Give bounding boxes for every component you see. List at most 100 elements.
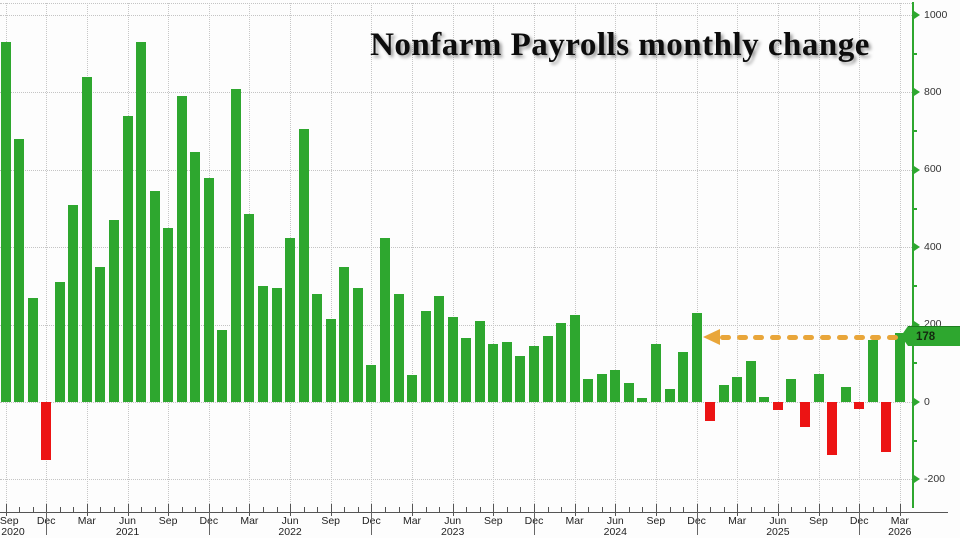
- plot-top-border: [0, 3, 912, 4]
- y-tick-arrow-icon: [914, 243, 920, 252]
- bar: [813, 374, 824, 402]
- x-tick: [303, 507, 305, 512]
- bar: [678, 351, 688, 402]
- bar: [257, 285, 268, 402]
- y-minor-tick: [913, 52, 917, 55]
- trend-arrow: [720, 334, 898, 340]
- hgrid-line: [0, 479, 912, 481]
- year-label: 2021: [115, 526, 140, 538]
- year-separator-line: [859, 512, 861, 535]
- x-tick: [628, 507, 630, 512]
- flag-notch-icon: [901, 326, 908, 346]
- hgrid-line: [0, 169, 912, 171]
- bar: [664, 388, 675, 402]
- x-quarter-tick: [655, 504, 657, 516]
- vgrid-line: [655, 3, 657, 512]
- month-label: Sep: [158, 515, 178, 527]
- arrow-head-icon: [703, 329, 720, 345]
- x-tick: [845, 507, 847, 512]
- x-tick: [59, 507, 61, 512]
- x-tick: [764, 507, 766, 512]
- bar: [407, 374, 417, 402]
- x-tick: [601, 507, 603, 512]
- bar: [285, 237, 296, 402]
- bar: [827, 402, 838, 456]
- y-tick-arrow-icon: [914, 165, 920, 174]
- x-quarter-tick: [371, 504, 373, 516]
- x-tick: [886, 507, 888, 512]
- x-tick: [805, 507, 806, 512]
- x-tick: [276, 507, 278, 512]
- bar: [691, 313, 702, 402]
- x-tick: [73, 507, 75, 512]
- vgrid-line: [330, 3, 332, 512]
- bar: [745, 361, 756, 402]
- year-label: 2025: [766, 526, 790, 538]
- x-quarter-tick: [452, 504, 454, 516]
- bar: [650, 343, 661, 402]
- bar: [393, 293, 404, 402]
- x-tick: [547, 507, 549, 512]
- x-tick: [19, 507, 21, 512]
- bar: [474, 320, 485, 402]
- bar: [203, 177, 214, 402]
- bar: [190, 152, 201, 402]
- x-tick: [113, 507, 115, 512]
- bar: [786, 378, 797, 402]
- bar: [81, 76, 92, 402]
- month-label: Sep: [0, 515, 19, 527]
- bar: [352, 287, 363, 402]
- arrow-dash: [803, 334, 815, 340]
- vgrid-line: [818, 3, 820, 512]
- y-minor-tick: [913, 362, 917, 365]
- vgrid-line: [452, 3, 454, 512]
- bar: [610, 369, 621, 402]
- bar: [867, 340, 878, 402]
- vgrid-line: [696, 3, 698, 512]
- bar: [515, 355, 526, 402]
- bar: [556, 322, 567, 402]
- bar: [68, 204, 79, 402]
- vgrid-line: [859, 3, 861, 512]
- y-minor-tick: [913, 130, 917, 133]
- bar: [163, 227, 174, 402]
- arrow-dash: [720, 334, 731, 340]
- bar: [718, 384, 729, 402]
- year-label: 2020: [1, 526, 25, 538]
- hgrid-line: [0, 402, 912, 403]
- bar: [0, 42, 11, 402]
- month-label: Mar: [728, 515, 747, 527]
- y-tick-label: 0: [924, 395, 930, 408]
- month-label: Sep: [321, 515, 341, 527]
- x-tick: [141, 507, 142, 512]
- bar: [447, 316, 458, 402]
- x-quarter-tick: [46, 504, 48, 516]
- month-label: Sep: [646, 515, 666, 527]
- y-axis-line: [912, 2, 914, 508]
- bar: [366, 365, 377, 402]
- bar: [894, 333, 905, 402]
- x-tick: [506, 507, 508, 512]
- x-quarter-tick: [574, 504, 576, 516]
- x-tick: [710, 507, 712, 512]
- bar: [840, 386, 851, 402]
- x-tick: [32, 507, 34, 512]
- hgrid-line: [0, 15, 912, 16]
- bar: [379, 237, 390, 402]
- hgrid-line: [0, 247, 912, 249]
- x-quarter-tick: [208, 504, 210, 516]
- x-tick: [832, 507, 834, 512]
- x-tick: [357, 507, 359, 512]
- x-quarter-tick: [127, 504, 129, 516]
- month-label: Mar: [565, 515, 584, 527]
- x-quarter-tick: [5, 504, 7, 516]
- x-quarter-tick: [249, 504, 251, 516]
- bar: [881, 402, 892, 453]
- y-tick-label: -200: [924, 472, 946, 485]
- x-quarter-tick: [412, 504, 413, 516]
- year-label: 2023: [441, 526, 465, 538]
- bar: [230, 88, 241, 402]
- bar: [732, 376, 743, 402]
- bar: [759, 397, 770, 402]
- vgrid-line: [899, 3, 901, 512]
